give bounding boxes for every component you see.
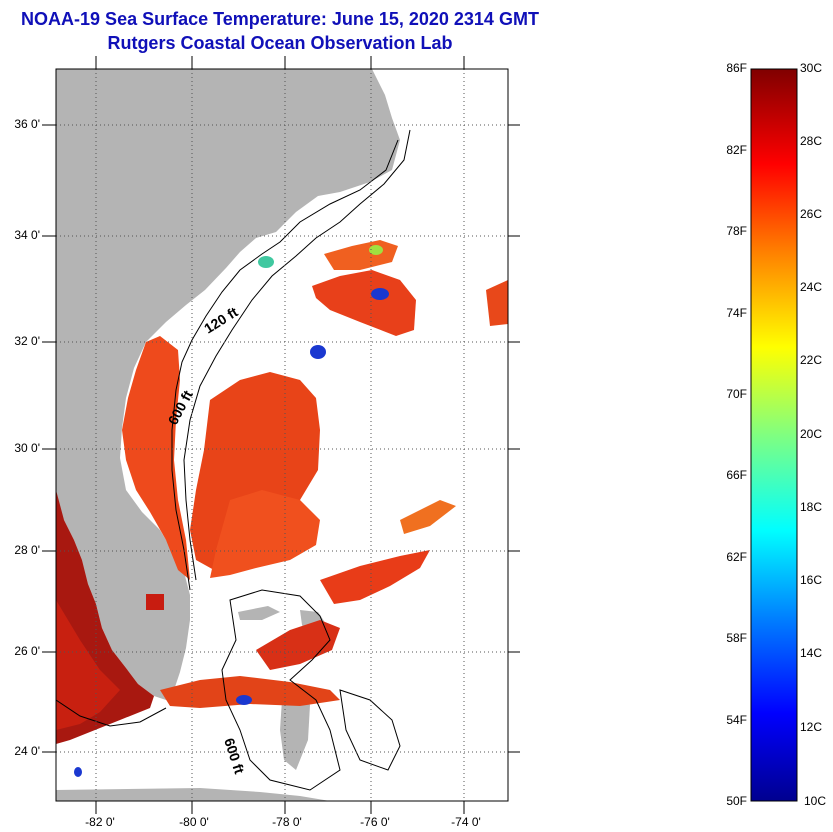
colorbar-c-label: 10C [804,794,827,808]
colorbar-c-label: 22C [800,353,823,367]
sst-cool-spot-3 [236,695,252,705]
lon-label: -82 0' [85,815,115,829]
lat-label: 36 0' [14,117,40,131]
map-subtitle: Rutgers Coastal Ocean Observation Lab [107,33,453,53]
colorbar-f-label: 50F [726,794,747,808]
land-cuba [56,788,330,801]
colorbar-c-label: 18C [800,500,823,514]
sst-offshore-core-2 [210,490,320,578]
colorbar-f-label: 74F [726,306,747,320]
colorbar-c-label: 14C [800,646,823,660]
sst-bahamas-band [256,620,340,670]
lon-label: -78 0' [272,815,302,829]
land-us-southeast [56,69,400,700]
lat-label: 30 0' [14,441,40,455]
colorbar-f-label: 70F [726,387,747,401]
map-ticks [42,56,520,814]
lon-label: -74 0' [451,815,481,829]
sst-east-streak [400,500,456,534]
sst-coastal-band [122,336,190,580]
sst-mild-spot-2 [369,245,383,255]
sst-gulf-hot-2 [56,600,120,730]
lon-label: -80 0' [179,815,209,829]
land-bahamas-grand [238,606,280,620]
lat-label: 26 0' [14,644,40,658]
colorbar-f-label: 78F [726,224,747,238]
colorbar-c-label: 20C [800,427,823,441]
colorbar-f-label: 86F [726,61,747,75]
land-bahamas-andros [280,690,310,770]
colorbar-f-label: 62F [726,550,747,564]
map-grid [56,69,508,801]
sst-cool-spot-1 [310,345,326,359]
isobath-600ft [183,129,411,581]
sst-east-edge [486,280,508,326]
sst-northeast-patch [312,270,416,336]
lat-label: 34 0' [14,228,40,242]
lon-label: -76 0' [360,815,390,829]
isobath-bahamas-outer [339,689,401,771]
colorbar-c-label: 30C [800,61,823,75]
sst-offshore-core [190,372,320,570]
sst-bahamas-patch [320,550,430,604]
colorbar-c-label: 26C [800,207,823,221]
isobath-florida-keys [56,699,167,727]
colorbar-f-label: 82F [726,143,747,157]
sst-inland-patch [146,594,164,610]
isobath-bahamas [221,589,341,791]
map-title: NOAA-19 Sea Surface Temperature: June 15… [21,9,539,29]
lat-label: 24 0' [14,744,40,758]
colorbar [750,68,798,802]
sst-mild-spot-1 [258,256,274,268]
colorbar-f-label: 58F [726,631,747,645]
colorbar-f-label: 54F [726,713,747,727]
lat-label: 32 0' [14,334,40,348]
map-frame [55,68,509,802]
colorbar-c-label: 16C [800,573,823,587]
colorbar-c-label: 28C [800,134,823,148]
colorbar-f-label: 66F [726,468,747,482]
colorbar-c-label: 24C [800,280,823,294]
sst-cool-spot-2 [371,288,389,300]
colorbar-c-label: 12C [800,720,823,734]
isobath-120ft [171,139,399,591]
sst-cool-spot-4 [74,767,82,777]
lat-label: 28 0' [14,543,40,557]
